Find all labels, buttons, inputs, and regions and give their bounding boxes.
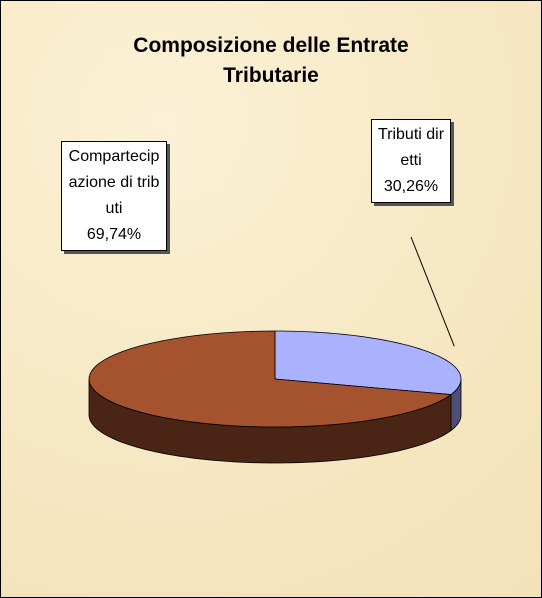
data-label: Compartecipazione di tributi 69,74% <box>61 141 167 251</box>
leader-line <box>410 236 455 347</box>
slice <box>88 330 453 428</box>
label-category: Tributi diretti <box>377 126 445 169</box>
label-value: 30,26% <box>383 178 439 195</box>
slice <box>274 330 462 395</box>
chart-title: Composizione delle Entrate Tributarie <box>133 34 409 87</box>
data-label: Tributi diretti 30,26% <box>371 119 451 203</box>
label-value: 69,74% <box>86 226 142 243</box>
label-category: Compartecipazione di tributi <box>68 148 160 217</box>
